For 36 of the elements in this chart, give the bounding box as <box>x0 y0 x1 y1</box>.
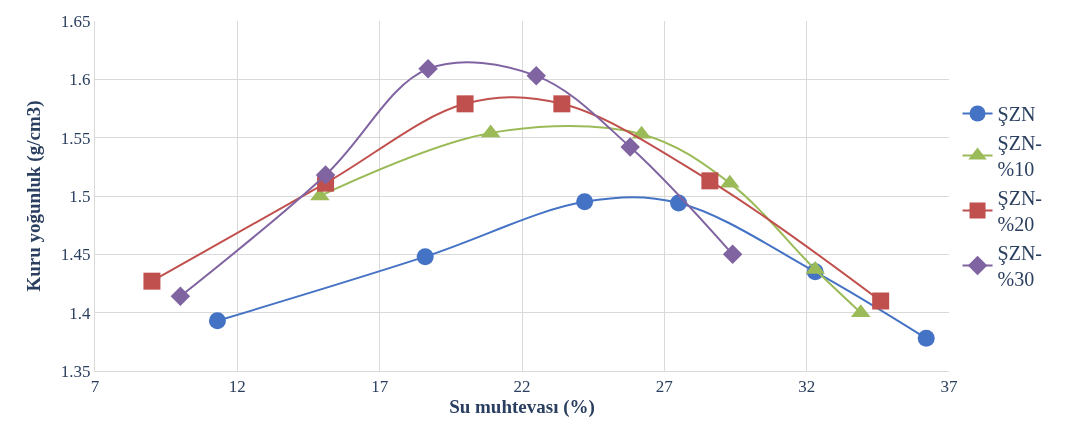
point <box>208 312 226 330</box>
x-tick-label: 32 <box>798 377 816 397</box>
point <box>553 95 571 113</box>
x-tick-label: 27 <box>655 377 674 397</box>
point <box>456 95 474 113</box>
y-tick-label: 1.45 <box>60 245 91 265</box>
legend-label: ŞZN-%30 <box>997 242 1042 291</box>
y-tick-label: 1.6 <box>69 70 91 90</box>
x-tick-label: 7 <box>90 377 100 397</box>
point <box>620 137 640 157</box>
point <box>722 244 743 265</box>
point <box>416 248 434 266</box>
point <box>418 59 438 79</box>
legend-label: ŞZN <box>997 103 1036 127</box>
point <box>701 172 719 190</box>
point <box>315 165 336 185</box>
x-axis-title: Su muhtevası (%) <box>449 396 595 419</box>
point <box>720 174 740 188</box>
x-tick-label: 17 <box>371 377 389 397</box>
point <box>872 292 890 310</box>
point <box>170 286 191 307</box>
x-tick-label: 12 <box>228 377 246 397</box>
point <box>576 193 594 211</box>
point <box>143 272 161 290</box>
y-tick-label: 1.65 <box>60 11 91 31</box>
point <box>917 329 935 347</box>
y-tick-label: 1.4 <box>69 303 92 323</box>
x-tick-label: 22 <box>513 377 531 397</box>
y-tick-label: 1.35 <box>60 361 91 381</box>
point <box>526 66 546 86</box>
y-tick-label: 1.55 <box>60 128 91 148</box>
x-tick-label: 37 <box>940 377 958 397</box>
legend-label: ŞZN-%10 <box>997 132 1042 181</box>
legend-label: ŞZN-%20 <box>997 187 1042 236</box>
y-tick-label: 1.5 <box>69 186 91 206</box>
y-axis-title: Kuru yoğunluk (g/cm3) <box>22 100 45 292</box>
